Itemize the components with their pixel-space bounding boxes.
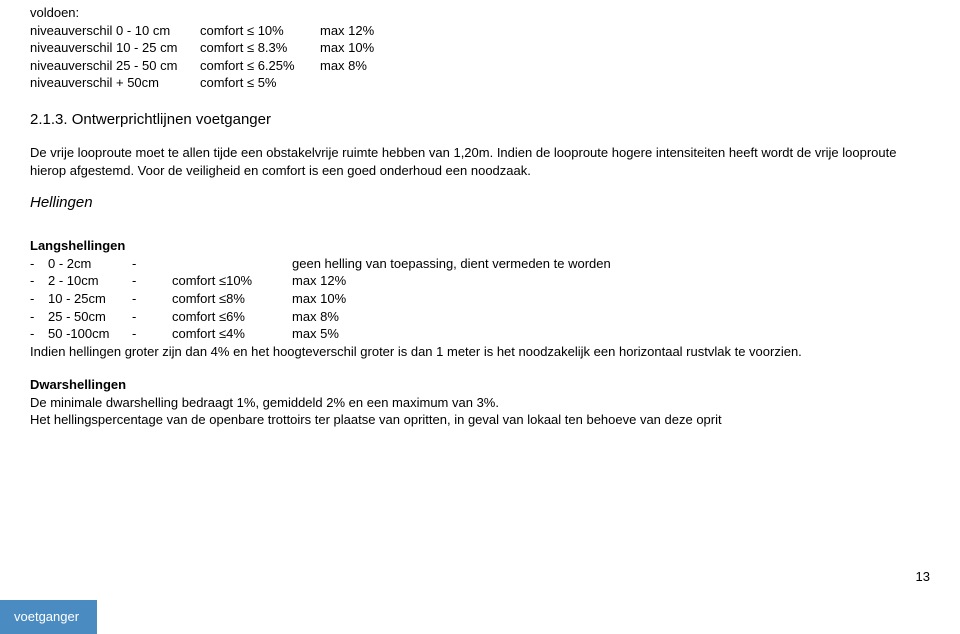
cell: max 12% bbox=[292, 272, 346, 290]
cell: - bbox=[30, 255, 48, 273]
cell: - bbox=[132, 308, 172, 326]
cell: comfort ≤6% bbox=[172, 308, 292, 326]
cell: 0 - 2cm bbox=[48, 255, 132, 273]
paragraph: De vrije looproute moet te allen tijde e… bbox=[30, 144, 930, 179]
cell: - bbox=[132, 272, 172, 290]
section-tab-voetganger: voetganger bbox=[0, 600, 97, 634]
cell: - bbox=[132, 255, 172, 273]
cell: max 12% bbox=[320, 22, 374, 40]
page-number: 13 bbox=[916, 568, 930, 586]
cell: comfort ≤4% bbox=[172, 325, 292, 343]
cell: niveauverschil 0 - 10 cm bbox=[30, 22, 200, 40]
dwarshellingen-block: Dwarshellingen De minimale dwarshelling … bbox=[30, 376, 930, 429]
page-content: voldoen: niveauverschil 0 - 10 cm comfor… bbox=[0, 0, 960, 429]
cell: max 10% bbox=[320, 39, 374, 57]
cell: 2 - 10cm bbox=[48, 272, 132, 290]
cell bbox=[172, 255, 292, 273]
cell: comfort ≤ 5% bbox=[200, 74, 320, 92]
langshellingen-note: Indien hellingen groter zijn dan 4% en h… bbox=[30, 343, 930, 361]
cell: - bbox=[30, 272, 48, 290]
cell: - bbox=[132, 290, 172, 308]
dwarshellingen-title: Dwarshellingen bbox=[30, 376, 930, 394]
cell: 50 -100cm bbox=[48, 325, 132, 343]
table-row: niveauverschil + 50cm comfort ≤ 5% bbox=[30, 74, 930, 92]
paragraph: Het hellingspercentage van de openbare t… bbox=[30, 411, 930, 429]
paragraph: De minimale dwarshelling bedraagt 1%, ge… bbox=[30, 394, 930, 412]
cell: - bbox=[30, 325, 48, 343]
table-row: - 50 -100cm - comfort ≤4% max 5% bbox=[30, 325, 930, 343]
cell: max 5% bbox=[292, 325, 339, 343]
table-row: niveauverschil 25 - 50 cm comfort ≤ 6.25… bbox=[30, 57, 930, 75]
table-row: - 2 - 10cm - comfort ≤10% max 12% bbox=[30, 272, 930, 290]
cell: comfort ≤8% bbox=[172, 290, 292, 308]
cell: geen helling van toepassing, dient verme… bbox=[292, 255, 611, 273]
cell: comfort ≤10% bbox=[172, 272, 292, 290]
cell: max 10% bbox=[292, 290, 346, 308]
top-table: niveauverschil 0 - 10 cm comfort ≤ 10% m… bbox=[30, 22, 930, 92]
cell: - bbox=[30, 290, 48, 308]
hellingen-heading: Hellingen bbox=[30, 193, 930, 213]
cell: - bbox=[132, 325, 172, 343]
cell: max 8% bbox=[320, 57, 367, 75]
cell: - bbox=[30, 308, 48, 326]
top-intro-line: voldoen: bbox=[30, 4, 930, 22]
table-row: niveauverschil 10 - 25 cm comfort ≤ 8.3%… bbox=[30, 39, 930, 57]
langshellingen-table: - 0 - 2cm - geen helling van toepassing,… bbox=[30, 255, 930, 343]
cell: 25 - 50cm bbox=[48, 308, 132, 326]
cell: max 8% bbox=[292, 308, 339, 326]
table-row: - 25 - 50cm - comfort ≤6% max 8% bbox=[30, 308, 930, 326]
table-row: - 0 - 2cm - geen helling van toepassing,… bbox=[30, 255, 930, 273]
table-row: - 10 - 25cm - comfort ≤8% max 10% bbox=[30, 290, 930, 308]
cell: comfort ≤ 10% bbox=[200, 22, 320, 40]
cell: niveauverschil 25 - 50 cm bbox=[30, 57, 200, 75]
cell: comfort ≤ 8.3% bbox=[200, 39, 320, 57]
cell: niveauverschil + 50cm bbox=[30, 74, 200, 92]
cell: comfort ≤ 6.25% bbox=[200, 57, 320, 75]
table-row: niveauverschil 0 - 10 cm comfort ≤ 10% m… bbox=[30, 22, 930, 40]
section-heading: 2.1.3. Ontwerprichtlijnen voetganger bbox=[30, 110, 930, 130]
cell: 10 - 25cm bbox=[48, 290, 132, 308]
cell: niveauverschil 10 - 25 cm bbox=[30, 39, 200, 57]
langshellingen-title: Langshellingen bbox=[30, 237, 930, 255]
